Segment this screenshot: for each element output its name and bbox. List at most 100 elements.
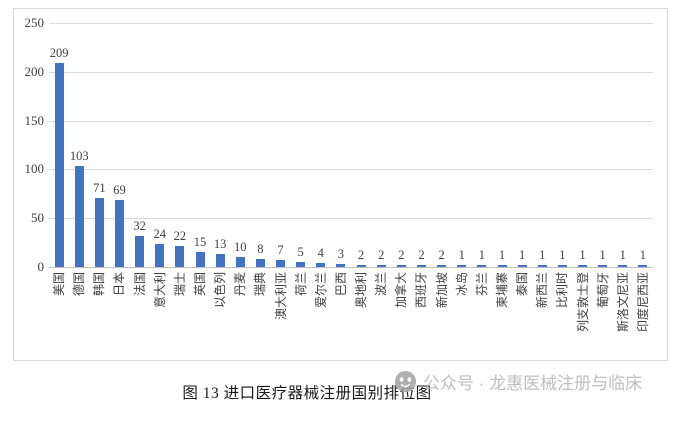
bar [537,265,547,267]
x-axis-label: 西班牙 [414,272,429,309]
bar-value-label: 2 [398,248,405,262]
bar [396,265,406,267]
bar-value-label: 2 [357,248,365,262]
bar-value-label: 24 [153,227,166,241]
y-tick-label: 250 [24,15,45,30]
bar [638,265,648,267]
x-axis-label: 葡萄牙 [595,272,610,309]
x-axis-label: 澳大利亚 [273,272,288,321]
bar [517,265,527,267]
bar [296,262,306,267]
x-axis-label: 列支敦士登 [575,272,590,333]
y-tick-label: 200 [24,64,45,79]
bar-value-label: 1 [559,248,566,262]
bar-value-label: 3 [337,247,345,261]
x-axis-label: 法国 [132,272,147,297]
bar-value-label: 1 [478,248,485,262]
bar-value-label: 103 [69,149,89,163]
bar-value-label: 2 [438,248,445,262]
bar-value-label: 1 [519,248,526,262]
x-axis-label: 比利时 [555,272,570,309]
bar-value-label: 8 [257,242,264,256]
bar [376,265,386,267]
bar-value-label: 69 [113,183,126,197]
bar [94,198,104,267]
gridline [49,72,653,73]
y-tick-label: 100 [24,161,45,176]
bar [356,265,366,267]
x-axis-label: 瑞士 [172,272,187,297]
bar [235,257,245,267]
bar-value-label: 22 [173,229,187,243]
bar [215,254,225,267]
x-axis-label: 日本 [112,272,127,297]
bar-value-label: 1 [579,248,586,262]
x-axis-label: 巴西 [333,272,348,297]
x-axis-label: 波兰 [374,272,389,297]
bar-value-label: 13 [213,237,227,251]
bar [557,265,567,267]
bar-value-label: 1 [599,248,606,262]
gridline [49,169,653,170]
bar-value-label: 1 [639,248,647,262]
x-axis-label: 爱尔兰 [313,272,328,309]
bar-value-label: 5 [297,245,304,259]
x-axis-label: 意大利 [152,272,167,309]
bar-value-label: 7 [277,243,284,257]
gridline [49,218,653,219]
bar-value-label: 1 [498,248,506,262]
bar-chart-figure: 0 50 100 150 200 250 209 美国 103 德国 71 韩国 69 日本 32 法国 24 意… [13,8,668,361]
y-tick-label: 50 [31,210,44,225]
bar-value-label: 2 [418,248,425,262]
bar [598,265,608,267]
x-axis-label: 英国 [193,272,207,297]
bar [195,252,205,267]
gridline [49,23,653,24]
bar [54,63,64,267]
gridline [49,121,653,122]
bar-value-label: 71 [93,181,106,195]
bar-value-label: 15 [193,235,207,249]
x-axis-label: 斯洛文尼亚 [615,272,630,333]
x-axis-label: 韩国 [92,272,107,297]
x-axis-label: 奥地利 [354,272,369,309]
x-axis-label: 新加坡 [434,272,449,309]
bar [114,200,124,267]
bar [477,265,487,267]
x-axis-label: 加拿大 [394,272,409,309]
x-axis-label: 泰国 [515,272,530,297]
x-axis-label: 德国 [72,272,87,297]
bar [497,265,507,267]
x-axis-label: 美国 [52,272,67,297]
x-axis-label: 柬埔寨 [495,272,509,309]
bar [416,265,426,267]
x-axis-line [49,267,653,268]
x-axis-label: 芬兰 [474,272,489,297]
x-axis-label: 以色列 [213,272,228,309]
bar [175,246,185,267]
bar-value-label: 4 [317,246,324,260]
bar [135,236,145,267]
bar [255,259,265,267]
x-axis-label: 荷兰 [293,272,308,297]
bar-value-label: 1 [539,248,546,262]
bar [316,263,326,267]
bar [74,166,84,267]
x-axis-label: 瑞典 [253,272,268,297]
bar-value-label: 32 [133,219,146,233]
bar [578,265,588,267]
y-tick-label: 0 [37,259,45,274]
x-axis-label: 新西兰 [535,272,550,309]
bar-value-label: 209 [49,46,69,60]
figure-caption: 图 13 进口医疗器械注册国别排位图 [182,385,432,402]
bar-value-label: 1 [619,248,626,262]
bar-value-label: 10 [234,240,247,254]
bar [457,265,467,267]
bar [336,264,346,267]
x-axis-label: 印度尼西亚 [635,272,650,333]
y-tick-label: 150 [24,113,45,128]
bar [276,260,286,267]
bar-value-label: 1 [458,248,465,262]
x-axis-label: 丹麦 [233,272,248,297]
x-axis-label: 冰岛 [454,272,469,297]
